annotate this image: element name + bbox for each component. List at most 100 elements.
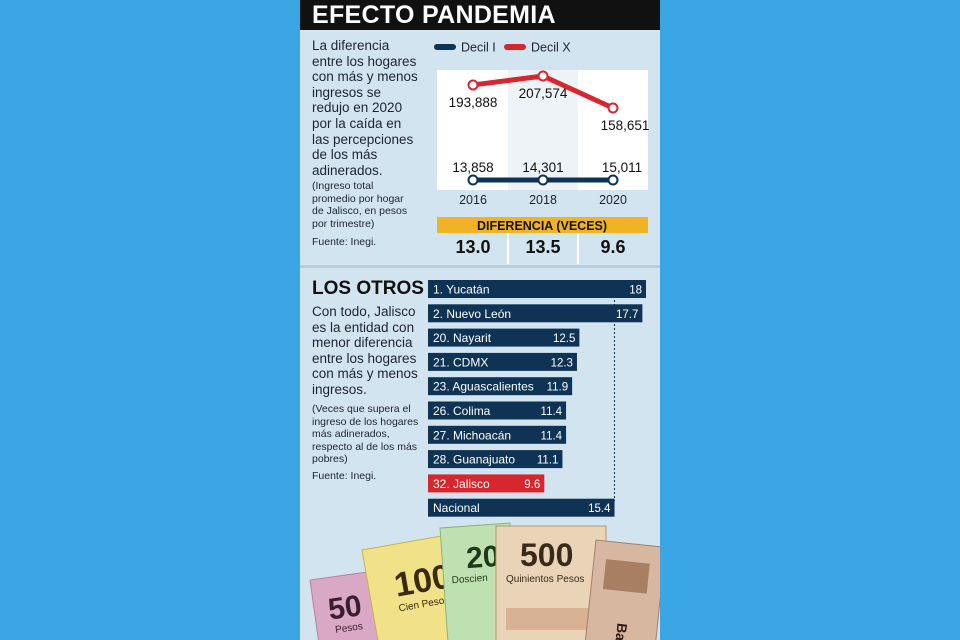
data-point-decil-x — [607, 102, 619, 114]
intro-note-line: (Ingreso total — [312, 180, 374, 192]
diferencia-header: DIFERENCIA (VECES) — [477, 219, 607, 233]
intro-line: ingresos se — [312, 84, 382, 100]
income-line-chart: Decil I Decil X 2016 2018 2020 193,888 207,57… — [434, 41, 650, 264]
data-label-decil-x: 207,574 — [519, 86, 568, 101]
intro-line: por la caída en — [312, 116, 402, 131]
banknote-50-text: Pesos — [335, 621, 364, 636]
bar-category-label: 26. Colima — [433, 404, 491, 418]
data-label-decil-i: 13,858 — [452, 160, 493, 175]
state-bar-chart: 1. Yucatán 18 2. Nuevo León 17.7 20. Nayarit… — [428, 280, 646, 517]
data-label-decil-i: 14,301 — [522, 160, 563, 175]
data-label-decil-i: 15,011 — [602, 160, 642, 175]
intro-line: redujo en 2020 — [312, 100, 403, 116]
data-point-decil-x — [537, 70, 549, 82]
bar-category-label: 20. Nayarit — [433, 331, 492, 345]
bar — [428, 450, 563, 469]
intro-note-line: promedio por hogar — [312, 192, 404, 205]
page-title: EFECTO PANDEMIA — [312, 1, 556, 29]
bar — [428, 328, 580, 347]
banknote-200-value: 20 — [465, 540, 501, 575]
otros-note-line: (Veces que supera el — [312, 403, 411, 415]
bar-value-label: 12.5 — [553, 333, 575, 345]
bar-category-label: Nacional — [433, 501, 480, 515]
bar — [428, 304, 643, 323]
diferencia-header-bg — [437, 217, 648, 233]
title-bar: EFECTO PANDEMIA — [300, 0, 660, 30]
bar — [428, 280, 646, 298]
diferencia-value: 13.5 — [525, 237, 560, 257]
otros-line: Con todo, Jalisco — [312, 304, 416, 319]
otros-line: es la entidad con — [312, 319, 415, 335]
bar — [428, 498, 615, 517]
banknote-500-pattern — [506, 608, 596, 630]
otros-note-line: más adinerados, — [312, 428, 390, 441]
otros-line: entre los hogares — [312, 350, 417, 366]
bar-category-label: 1. Yucatán — [433, 283, 490, 297]
data-label-decil-x: 158,651 — [601, 118, 650, 133]
otros-line: menor diferencia — [312, 335, 413, 351]
section-divider — [300, 265, 660, 268]
bar — [428, 377, 573, 396]
diferencia-value: 13.0 — [455, 237, 490, 257]
diferencia-value: 9.6 — [600, 237, 625, 257]
data-point-decil-i — [607, 174, 619, 186]
bar-category-label: 32. Jalisco — [433, 477, 490, 491]
bar-value-label: 15.4 — [588, 503, 611, 515]
bar — [428, 425, 567, 444]
banknote-1000-text: Banco — [610, 622, 630, 640]
intro-line: con más y menos — [312, 69, 418, 85]
bar-category-label: 2. Nuevo León — [433, 307, 511, 321]
intro-line: La diferencia — [312, 38, 390, 53]
otros-note-line: ingreso de los hogares — [312, 415, 419, 428]
intro-line: las percepciones — [312, 131, 414, 147]
banknote-500-value: 500 — [520, 537, 573, 573]
legend-label-1: Decil X — [531, 41, 571, 55]
bar-value-label: 18 — [629, 285, 642, 297]
x-tick-label: 2020 — [599, 193, 627, 207]
bar-value-label: 17.7 — [616, 309, 638, 321]
x-tick-label: 2016 — [459, 193, 487, 207]
otros-source: Fuente: Inegi. — [312, 470, 377, 482]
banknote-1000: Banco — [583, 539, 660, 640]
bar-category-label: 28. Guanajuato — [433, 453, 515, 467]
intro-note-line: por trimestre) — [312, 217, 375, 230]
intro-line: adinerados. — [312, 162, 383, 178]
bar-value-label: 11.9 — [547, 382, 569, 394]
banknote-200-text: Doscien — [451, 573, 488, 586]
intro-line: entre los hogares — [312, 53, 417, 69]
chart-series: 2016 2018 2020 193,888 207,574 158,651 13,858 1… — [449, 70, 650, 207]
bar-category-label: 21. CDMX — [433, 355, 488, 369]
chart-column-shade — [508, 70, 578, 190]
banknote-1000-emblem — [602, 559, 650, 594]
banknote-50-value: 50 — [326, 589, 364, 626]
bar-value-label: 9.6 — [524, 479, 540, 491]
bar-category-label: 27. Michoacán — [433, 428, 511, 442]
intro-line: de los más — [312, 147, 378, 163]
diferencia-table: DIFERENCIA (VECES) 13.0 13.5 9.6 — [437, 217, 648, 264]
otros-note-line: pobres) — [312, 453, 348, 466]
bar-value-label: 11.4 — [541, 406, 563, 418]
chart-legend: Decil I Decil X — [434, 41, 571, 55]
bar — [428, 401, 567, 420]
data-point-decil-i — [537, 174, 549, 186]
legend-label-0: Decil I — [461, 41, 496, 55]
otros-line: ingresos. — [312, 382, 367, 397]
bar-category-label: 23. Aguascalientes — [433, 380, 534, 394]
data-point-decil-x — [467, 79, 479, 91]
bar-value-label: 12.3 — [551, 357, 573, 369]
section-title: LOS OTROS — [312, 278, 424, 299]
bar-value-label: 11.1 — [537, 455, 559, 467]
bar — [428, 352, 577, 371]
otros-note-line: respecto al de los más — [312, 440, 418, 453]
infographic-panel: EFECTO PANDEMIA La diferencia entre los h… — [300, 0, 660, 640]
intro-note-line: de Jalisco, en pesos — [312, 205, 408, 218]
data-point-decil-i — [467, 174, 479, 186]
banknote-500-text: Quinientos Pesos — [506, 574, 584, 585]
otros-line: con más y menos — [312, 366, 418, 382]
bar-value-label: 11.4 — [541, 430, 563, 442]
x-tick-label: 2018 — [529, 193, 557, 207]
intro-source: Fuente: Inegi. — [312, 236, 377, 248]
bar — [428, 474, 545, 493]
